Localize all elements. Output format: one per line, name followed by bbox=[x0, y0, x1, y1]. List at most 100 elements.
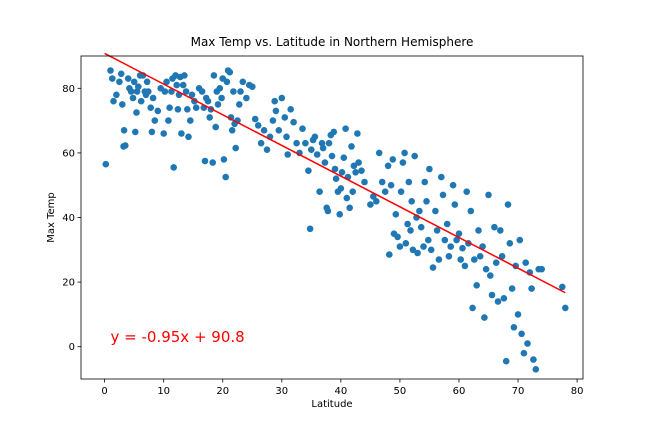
data-point bbox=[179, 81, 187, 89]
data-point bbox=[212, 123, 219, 131]
data-point bbox=[283, 133, 290, 141]
data-point bbox=[293, 139, 300, 147]
data-point bbox=[160, 130, 167, 137]
data-point bbox=[392, 211, 400, 218]
data-point bbox=[381, 188, 389, 195]
data-point bbox=[498, 252, 506, 260]
data-point bbox=[343, 194, 351, 202]
data-point bbox=[375, 149, 383, 157]
y-tick-label: 20 bbox=[62, 278, 75, 289]
y-tick-label: 0 bbox=[69, 342, 75, 353]
data-point bbox=[151, 117, 159, 124]
data-point bbox=[223, 78, 231, 86]
data-point bbox=[135, 83, 142, 90]
data-point bbox=[457, 256, 465, 263]
data-point bbox=[163, 78, 170, 86]
data-point bbox=[316, 188, 323, 195]
data-point bbox=[348, 143, 355, 150]
data-point bbox=[463, 188, 471, 195]
data-point bbox=[502, 357, 510, 365]
data-point bbox=[122, 142, 129, 149]
data-point bbox=[407, 227, 414, 234]
data-point bbox=[290, 118, 297, 126]
data-point bbox=[178, 130, 185, 137]
data-point bbox=[319, 144, 327, 152]
data-point bbox=[469, 304, 476, 312]
data-point bbox=[269, 117, 277, 124]
data-point bbox=[204, 97, 212, 105]
data-point bbox=[461, 262, 469, 270]
data-point bbox=[494, 298, 502, 305]
data-point bbox=[404, 220, 411, 228]
data-point bbox=[222, 173, 229, 181]
data-point bbox=[429, 264, 437, 271]
data-point bbox=[349, 188, 357, 195]
y-axis: 0 20 40 60 80 bbox=[62, 84, 81, 353]
data-point bbox=[168, 88, 175, 95]
y-axis-label: Max Temp bbox=[46, 192, 57, 243]
data-point bbox=[401, 149, 408, 157]
data-point bbox=[438, 173, 445, 181]
data-point bbox=[117, 70, 125, 78]
data-point bbox=[532, 366, 540, 373]
data-point bbox=[206, 114, 213, 121]
x-tick-label: 50 bbox=[394, 386, 407, 397]
data-point bbox=[408, 198, 416, 205]
data-point bbox=[251, 115, 259, 123]
data-point bbox=[257, 139, 265, 147]
data-point bbox=[263, 146, 271, 153]
data-point bbox=[124, 75, 132, 82]
data-point bbox=[185, 133, 192, 141]
data-point bbox=[299, 125, 306, 132]
data-point bbox=[423, 198, 430, 205]
regression-layer bbox=[104, 52, 566, 294]
data-point bbox=[198, 88, 206, 95]
data-point bbox=[154, 107, 162, 115]
data-point bbox=[417, 223, 425, 231]
data-point bbox=[181, 72, 188, 79]
data-point bbox=[367, 201, 374, 208]
data-point bbox=[338, 169, 346, 176]
data-point bbox=[127, 88, 135, 95]
data-point bbox=[119, 101, 126, 108]
data-point bbox=[352, 169, 359, 176]
data-point bbox=[443, 220, 451, 228]
data-point bbox=[425, 236, 432, 244]
data-point bbox=[102, 160, 110, 168]
data-point bbox=[387, 181, 395, 189]
data-point bbox=[328, 152, 336, 160]
x-tick-label: 70 bbox=[512, 386, 525, 397]
data-point bbox=[559, 283, 566, 291]
data-point bbox=[439, 191, 447, 199]
data-point bbox=[170, 164, 177, 171]
data-point bbox=[346, 204, 354, 212]
data-point bbox=[500, 295, 508, 302]
data-point bbox=[530, 356, 537, 363]
data-point bbox=[538, 265, 545, 273]
data-point bbox=[528, 285, 535, 292]
data-point bbox=[453, 236, 460, 244]
data-point bbox=[488, 291, 496, 299]
data-point bbox=[340, 154, 348, 161]
data-point bbox=[378, 178, 386, 186]
data-point bbox=[145, 88, 152, 95]
data-point bbox=[481, 314, 488, 321]
data-point bbox=[336, 211, 344, 218]
data-point bbox=[433, 227, 441, 234]
x-tick-label: 40 bbox=[334, 386, 347, 397]
data-point bbox=[491, 223, 498, 231]
data-point bbox=[447, 243, 455, 250]
data-point bbox=[475, 227, 482, 234]
data-point bbox=[487, 272, 494, 279]
data-point bbox=[354, 130, 361, 137]
data-point bbox=[445, 252, 453, 260]
data-point bbox=[321, 159, 329, 166]
data-point bbox=[396, 243, 404, 250]
data-point bbox=[226, 68, 234, 76]
data-point bbox=[504, 201, 512, 208]
data-point bbox=[220, 156, 228, 163]
data-point bbox=[416, 207, 423, 215]
data-point bbox=[143, 78, 151, 86]
